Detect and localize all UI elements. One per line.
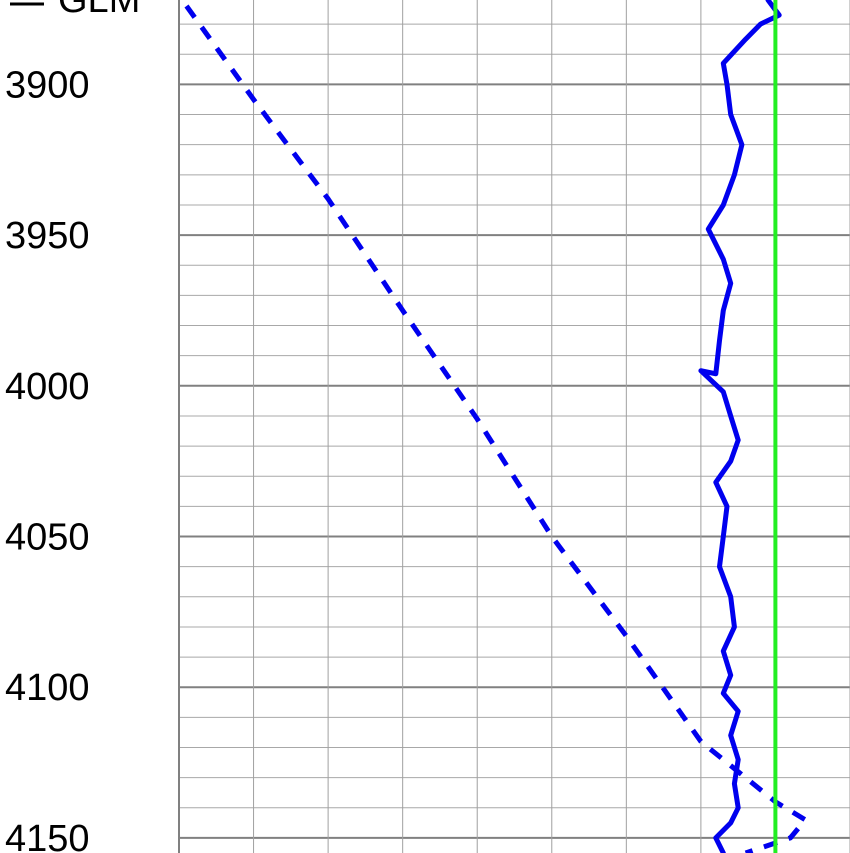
series-line-1: [184, 4, 808, 853]
major-grid: [179, 83, 850, 839]
y-tick-label: 4000: [5, 366, 90, 408]
y-tick-labels: 3900 3950 4000 4050 4100 4150: [5, 64, 90, 853]
legend: GLM: [10, 0, 140, 21]
minor-grid: [179, 23, 850, 809]
y-tick-label: 4050: [5, 517, 90, 559]
y-tick-label: 4150: [5, 818, 90, 853]
series-line-2: [698, 0, 782, 853]
y-tick-label: 4100: [5, 667, 90, 709]
vertical-grid: [253, 0, 850, 853]
series-layer: [184, 0, 808, 853]
legend-label-glm: GLM: [58, 0, 140, 21]
y-tick-label: 3950: [5, 215, 90, 257]
y-tick-label: 3900: [5, 64, 90, 106]
